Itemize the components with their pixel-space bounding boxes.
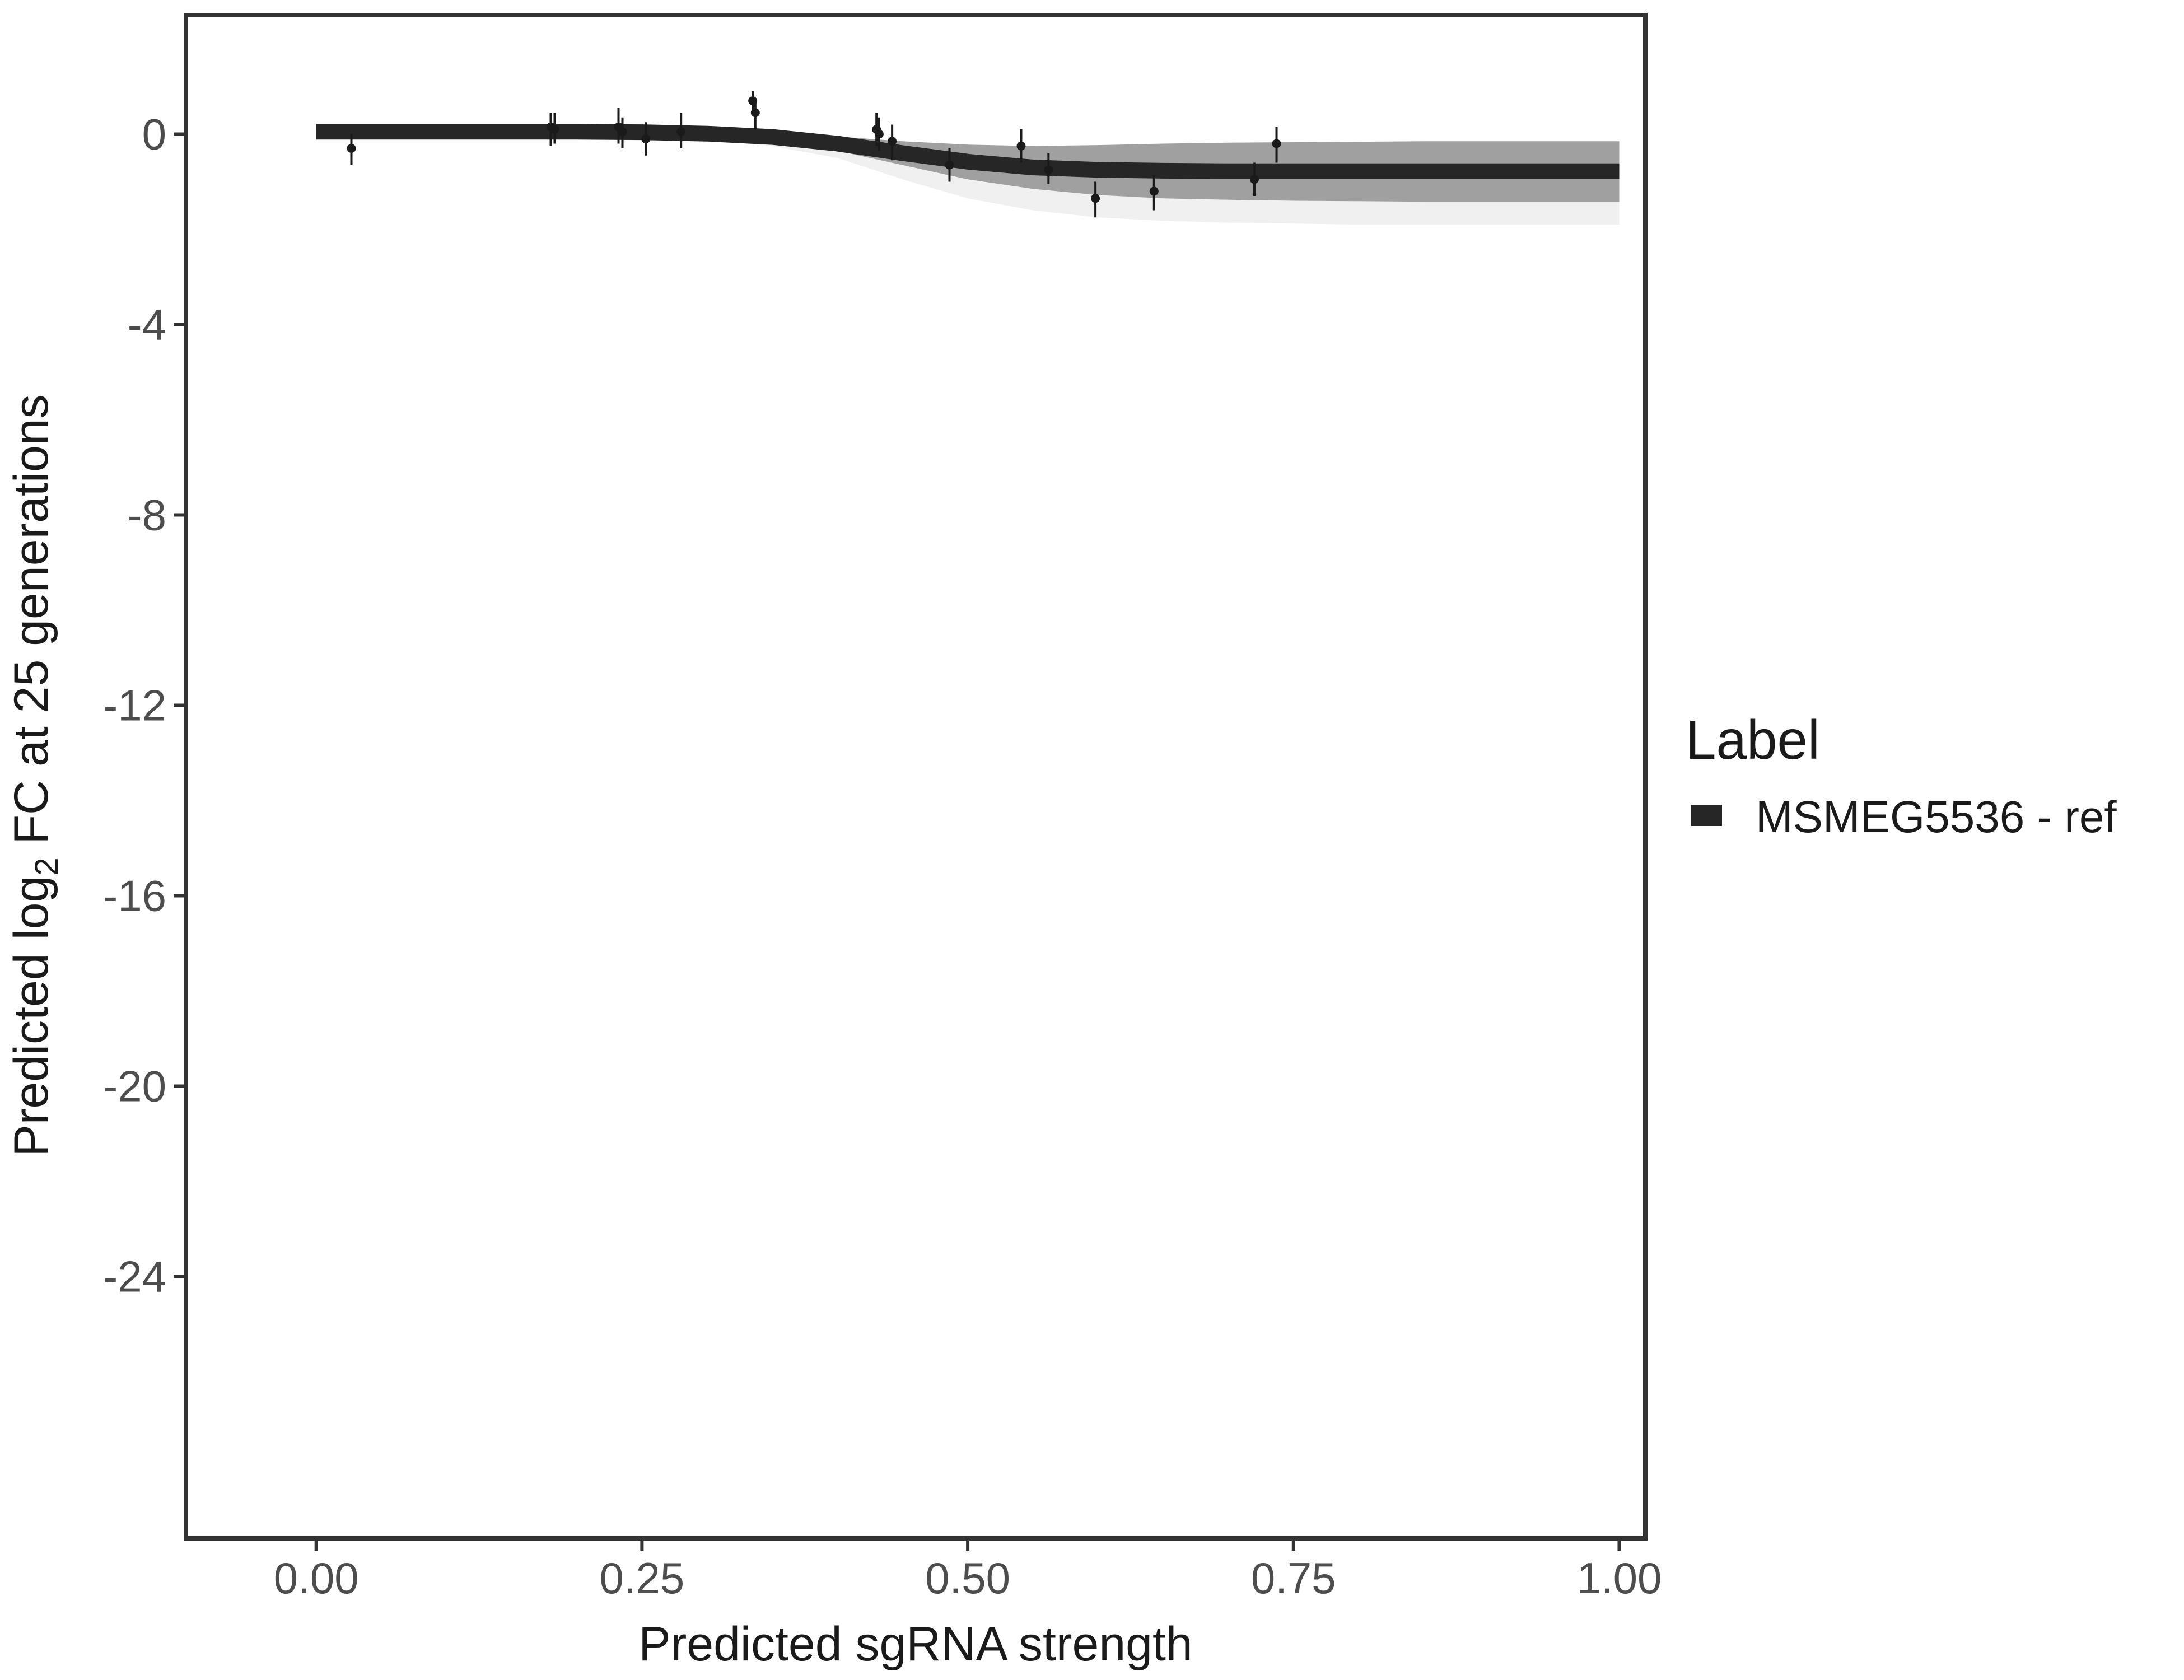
data-point: [750, 108, 760, 118]
legend-key-msmeg5536-ref: [1691, 805, 1722, 826]
data-point: [1149, 186, 1159, 196]
data-point: [676, 127, 686, 137]
y-axis-title-prefix: Predicted log: [4, 876, 58, 1157]
data-point: [550, 125, 559, 134]
y-tick-label: -20: [103, 1062, 166, 1111]
legend-title: Label: [1686, 709, 1820, 771]
y-axis: 0 -4 -8 -12 -16 -20 -24: [103, 110, 184, 1301]
fit-line-msmeg5536-ref: [316, 124, 1620, 179]
data-point: [1091, 194, 1100, 203]
y-tick-label: -12: [103, 681, 166, 730]
data-points-layer: [347, 91, 1281, 218]
data-point: [888, 137, 897, 146]
data-point: [347, 144, 356, 153]
y-axis-title: Predicted log2 FC at 25 generations: [4, 394, 65, 1156]
y-tick-label: -24: [103, 1252, 166, 1301]
data-point: [1272, 139, 1281, 148]
x-tick-label: 0.75: [1251, 1553, 1336, 1603]
x-tick-label: 0.00: [274, 1553, 359, 1603]
data-point: [945, 160, 954, 170]
data-point: [1016, 141, 1026, 151]
data-point: [874, 129, 884, 139]
data-point: [1044, 165, 1053, 175]
x-axis-title: Predicted sgRNA strength: [638, 1617, 1193, 1671]
x-tick-label: 0.25: [599, 1553, 684, 1603]
y-axis-title-suffix: FC at 25 generations: [4, 394, 58, 857]
data-point: [641, 134, 651, 143]
legend-label-msmeg5536-ref: MSMEG5536 - ref: [1756, 792, 2117, 842]
data-point: [1249, 175, 1259, 184]
x-axis: 0.00 0.25 0.50 0.75 1.00: [274, 1541, 1662, 1603]
y-axis-title-subscript: 2: [29, 857, 65, 875]
y-tick-label: -4: [128, 300, 166, 349]
y-tick-label: 0: [142, 110, 166, 159]
x-tick-label: 1.00: [1577, 1553, 1662, 1603]
x-tick-label: 0.50: [925, 1553, 1010, 1603]
plot-frame: [184, 13, 1648, 1541]
credible-band-outer: [316, 134, 1620, 225]
legend: Label MSMEG5536 - ref: [1686, 709, 2117, 842]
y-tick-label: -16: [103, 871, 166, 921]
data-point: [618, 127, 627, 137]
fit-line-layer: [316, 124, 1620, 179]
y-tick-label: -8: [128, 491, 166, 540]
